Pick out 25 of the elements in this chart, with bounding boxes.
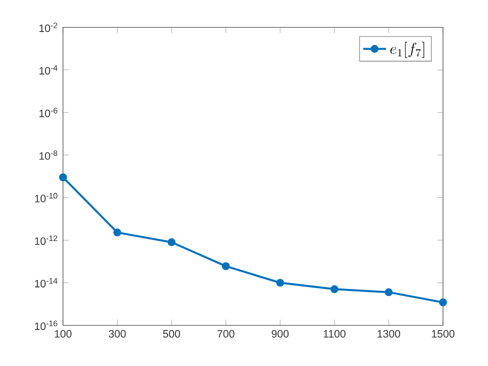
x-tick-label: 900: [272, 330, 289, 338]
point: [168, 238, 176, 246]
point: [59, 173, 67, 182]
y-tick-label: 10$^{-4}$: [39, 65, 58, 75]
x-tick-label: 1100: [324, 330, 346, 338]
y-tick-label: 10$^{-2}$: [39, 22, 58, 32]
point: [330, 285, 338, 294]
point: [276, 278, 284, 287]
y-tick-label: 10$^{-10}$: [35, 192, 58, 202]
point: [113, 228, 122, 236]
y-tick-label: 10$^{-8}$: [39, 150, 58, 160]
y-tick-label: 10$^{-14}$: [35, 278, 58, 288]
legend-label: $e_1[f_7]$: [390, 42, 424, 58]
x-tick-label: 500: [163, 330, 180, 338]
x-tick-label: 300: [108, 330, 126, 338]
x-tick-label: 1500: [432, 330, 454, 338]
x-tick-label: 700: [218, 330, 234, 338]
y-tick-label: 10$^{-6}$: [39, 108, 58, 118]
y-tick-label: 10$^{-12}$: [35, 235, 58, 245]
x-tick-label: 1300: [378, 330, 400, 338]
x-tick-label: 100: [54, 330, 72, 338]
point: [439, 298, 447, 306]
point: [384, 288, 393, 296]
y-tick-label: 10$^{-16}$: [35, 320, 58, 330]
point: [222, 262, 230, 270]
